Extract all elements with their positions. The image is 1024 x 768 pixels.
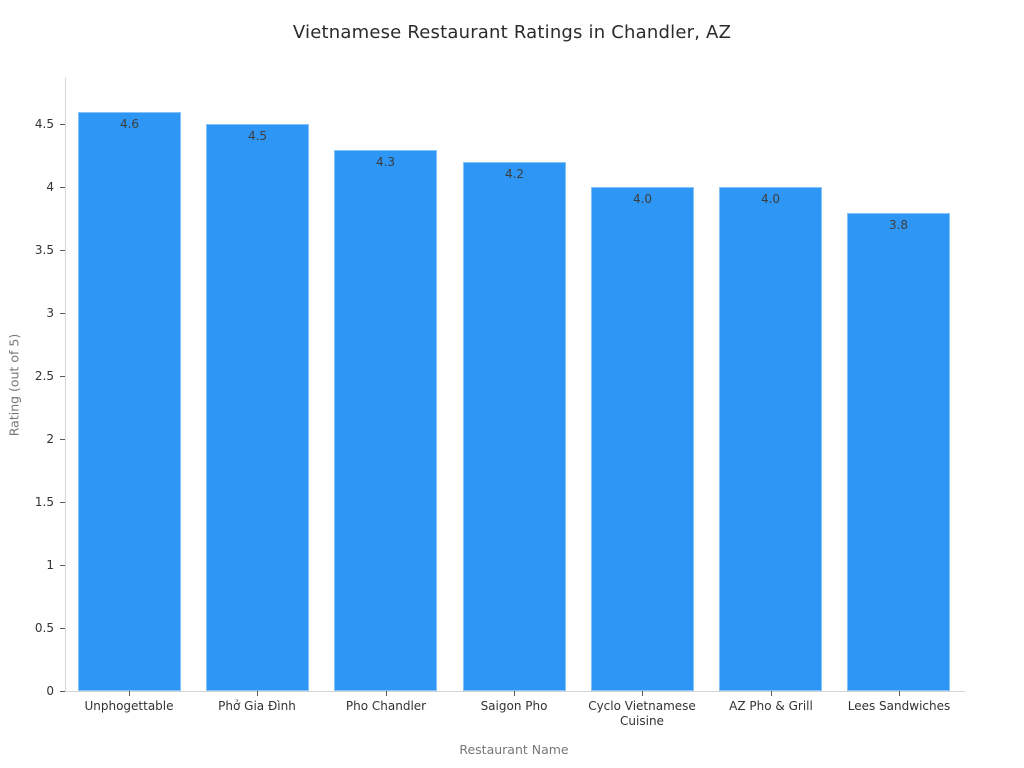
bar-value-label: 4.0 (632, 192, 653, 206)
bar-value-label: 4.5 (247, 129, 268, 143)
x-tick-label: Unphogettable (84, 699, 174, 713)
y-tick-mark (60, 439, 65, 441)
y-tick-label: 1 (46, 558, 54, 573)
bar-value-label: 4.3 (375, 155, 396, 169)
y-tick-mark (60, 628, 65, 630)
x-tick-mark (899, 691, 900, 696)
bar (78, 112, 181, 691)
y-tick-label: 2.5 (34, 369, 54, 384)
y-tick-mark (60, 691, 65, 692)
bar-value-label: 4.2 (504, 167, 525, 181)
bar (719, 187, 822, 691)
y-tick-label: 4 (46, 180, 54, 195)
x-tick-mark (386, 691, 387, 696)
y-tick-label: 3.5 (34, 243, 54, 258)
bar (334, 150, 437, 691)
x-tick-mark (257, 691, 258, 696)
y-tick-mark (60, 250, 65, 252)
y-tick-label: 3 (46, 306, 54, 321)
x-tick-label: Cyclo Vietnamese Cuisine (588, 699, 696, 728)
y-tick-mark (60, 313, 65, 315)
y-tick-label: 4.5 (34, 117, 54, 132)
bar (206, 124, 309, 691)
x-axis-spine (65, 691, 965, 692)
y-axis-spine (65, 78, 66, 691)
bar (591, 187, 694, 691)
y-tick-label: 0.5 (34, 621, 54, 636)
x-tick-mark (642, 691, 643, 696)
bar-value-label: 4.0 (760, 192, 781, 206)
x-tick-label: Pho Chandler (345, 699, 427, 713)
y-tick-mark (60, 502, 65, 504)
y-tick-mark (60, 565, 65, 567)
bar-value-label: 3.8 (888, 218, 909, 232)
y-tick-label: 0 (46, 684, 54, 698)
y-tick-mark (60, 376, 65, 378)
y-tick-label: 1.5 (34, 495, 54, 510)
bar (463, 162, 566, 691)
bar (847, 213, 950, 691)
x-tick-mark (514, 691, 515, 696)
y-tick-label: 2 (46, 432, 54, 447)
x-tick-label: Phở Gia Đình (218, 699, 296, 713)
x-tick-label: Lees Sandwiches (847, 699, 951, 713)
x-axis-title: Restaurant Name (459, 742, 569, 757)
x-tick-label: AZ Pho & Grill (729, 699, 813, 713)
x-tick-mark (771, 691, 772, 696)
y-axis-title: Rating (out of 5) (6, 333, 22, 437)
x-tick-label: Saigon Pho (480, 699, 548, 713)
x-tick-mark (129, 691, 130, 696)
y-tick-mark (60, 187, 65, 189)
y-tick-mark (60, 124, 65, 126)
chart-title: Vietnamese Restaurant Ratings in Chandle… (292, 22, 732, 43)
bar-value-label: 4.6 (119, 117, 140, 131)
